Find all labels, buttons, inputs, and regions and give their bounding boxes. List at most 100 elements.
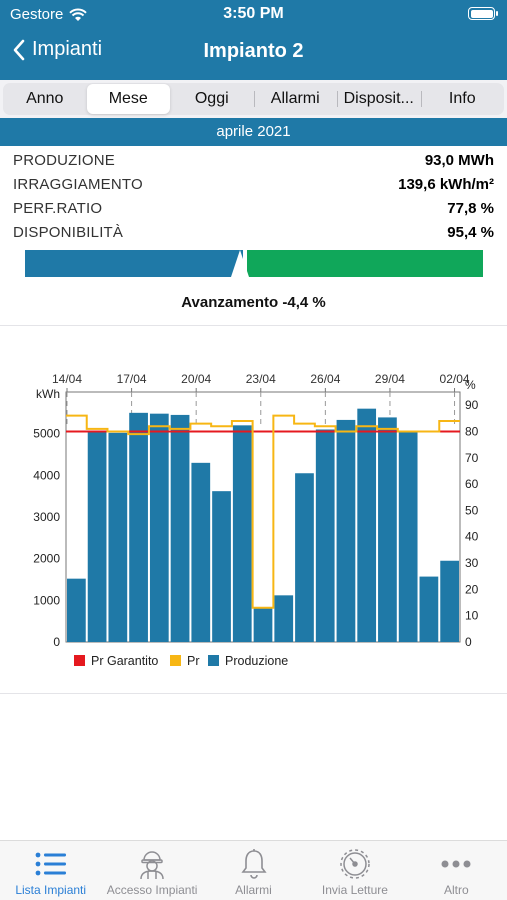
y-axis-label-right: % <box>465 378 476 392</box>
x-tick-label: 14/04 <box>52 372 82 386</box>
tabbar-item-worker[interactable]: Accesso Impianti <box>101 841 202 900</box>
y-tick-label-right: 40 <box>465 530 479 544</box>
stat-value: 77,8 % <box>447 200 494 217</box>
tab-disposit[interactable]: Disposit... <box>337 83 421 115</box>
divider <box>0 325 507 326</box>
bar <box>87 431 107 642</box>
bar <box>108 432 128 642</box>
y-tick-label-right: 0 <box>465 635 472 649</box>
y-tick-label-right: 20 <box>465 582 479 596</box>
back-label: Impianti <box>32 38 103 60</box>
tabbar-label: Allarmi <box>235 883 272 897</box>
y-tick-label: 1000 <box>33 593 60 607</box>
bar <box>129 412 148 642</box>
page-title: Impianto 2 <box>203 40 304 62</box>
battery-icon <box>468 7 498 20</box>
bar <box>274 595 294 642</box>
progress-marker <box>231 250 249 277</box>
bar <box>295 473 314 642</box>
tab-mese[interactable]: Mese <box>86 84 170 114</box>
bar <box>212 491 231 642</box>
y-tick-label-right: 80 <box>465 424 479 438</box>
top-bar: Gestore 3:50 PM Impianti Impianto 2 <box>0 0 507 80</box>
tabbar-label: Altro <box>443 883 469 897</box>
status-time: 3:50 PM <box>223 5 284 22</box>
advance-label: Avanzamento -4,4 % <box>181 294 326 311</box>
stat-label: DISPONIBILITÀ <box>13 224 124 241</box>
y-tick-label-right: 10 <box>465 609 479 623</box>
stat-row: PRODUZIONE 93,0 MWh <box>0 149 507 173</box>
period-label: aprile 2021 <box>0 118 507 146</box>
stat-label: PRODUZIONE <box>13 152 116 169</box>
carrier: Gestore <box>10 6 88 23</box>
bar <box>398 431 418 642</box>
bar <box>253 607 273 642</box>
wifi-icon <box>69 8 88 21</box>
progress-fill <box>25 250 243 277</box>
bar <box>170 414 190 642</box>
y-axis-label-left: kWh <box>36 387 60 401</box>
tabbar-label: Invia Letture <box>321 883 388 897</box>
more-icon <box>406 847 507 881</box>
y-tick-label-right: 90 <box>465 398 479 412</box>
y-tick-label: 3000 <box>33 510 60 524</box>
stat-value: 95,4 % <box>447 224 494 241</box>
tabbar-item-more[interactable]: Altro <box>406 841 507 900</box>
y-tick-label-right: 50 <box>465 503 479 517</box>
y-tick-label: 5000 <box>33 427 60 441</box>
tabbar-item-meter[interactable]: Invia Letture <box>304 841 405 900</box>
y-tick-label: 0 <box>53 635 60 649</box>
bar <box>378 417 397 642</box>
pr-line <box>66 414 460 609</box>
bar <box>67 578 86 642</box>
stats-list: PRODUZIONE 93,0 MWh IRRAGGIAMENTO 139,6 kWh… <box>0 149 507 245</box>
chevron-left-icon <box>13 39 25 60</box>
back-button[interactable]: Impianti <box>12 38 102 61</box>
legend-label: Pr <box>187 654 200 668</box>
progress-bar <box>25 250 483 277</box>
stat-row: IRRAGGIAMENTO 139,6 kWh/m² <box>0 173 507 197</box>
bar <box>232 425 252 642</box>
tab-allarmi[interactable]: Allarmi <box>253 83 338 115</box>
tabbar-label: Accesso Impianti <box>106 883 198 897</box>
tab-info[interactable]: Info <box>420 83 505 115</box>
progress-remaining <box>247 250 483 277</box>
bar <box>191 462 211 642</box>
tabbar-item-bell[interactable]: Allarmi <box>203 841 304 900</box>
tabbar-item-list[interactable]: Lista Impianti <box>0 841 101 900</box>
stat-value: 93,0 MWh <box>424 152 494 169</box>
x-tick-label: 29/04 <box>375 372 405 386</box>
meter-icon <box>304 847 405 881</box>
navigation-bar: Impianti Impianto 2 <box>0 30 507 76</box>
stat-label: PERF.RATIO <box>13 200 103 217</box>
y-tick-label-right: 30 <box>465 556 479 570</box>
stat-row: DISPONIBILITÀ 95,4 % <box>0 221 507 245</box>
y-tick-label-right: 70 <box>465 451 479 465</box>
bar <box>149 413 169 642</box>
stat-label: IRRAGGIAMENTO <box>13 176 143 193</box>
legend-label: Pr Garantito <box>91 654 158 668</box>
bell-icon <box>203 847 304 881</box>
segment-group: Anno Mese Oggi Allarmi Disposit... Info <box>3 83 504 115</box>
carrier-name: Gestore <box>10 6 64 23</box>
legend-swatch <box>74 655 85 666</box>
bar <box>419 576 439 642</box>
segmented-control: Anno Mese Oggi Allarmi Disposit... Info <box>0 80 507 118</box>
production-chart: 14/04 17/04 20/04 23/04 26/04 29/04 02/04 0 1000… <box>33 372 479 668</box>
x-tick-label: 20/04 <box>181 372 211 386</box>
list-icon <box>0 847 101 881</box>
bar <box>357 408 377 642</box>
worker-icon <box>101 847 202 881</box>
tab-oggi[interactable]: Oggi <box>194 90 229 107</box>
y-tick-label-right: 60 <box>465 477 479 491</box>
x-tick-label: 02/04 <box>440 372 470 386</box>
legend-swatch <box>170 655 181 666</box>
legend-swatch <box>208 655 219 666</box>
x-tick-label: 26/04 <box>310 372 340 386</box>
tab-anno[interactable]: Anno <box>26 90 64 107</box>
divider <box>0 693 507 694</box>
tabbar-label: Lista Impianti <box>15 883 87 897</box>
y-tick-label: 4000 <box>33 468 60 482</box>
bar <box>336 419 356 642</box>
x-tick-label: 17/04 <box>117 372 147 386</box>
